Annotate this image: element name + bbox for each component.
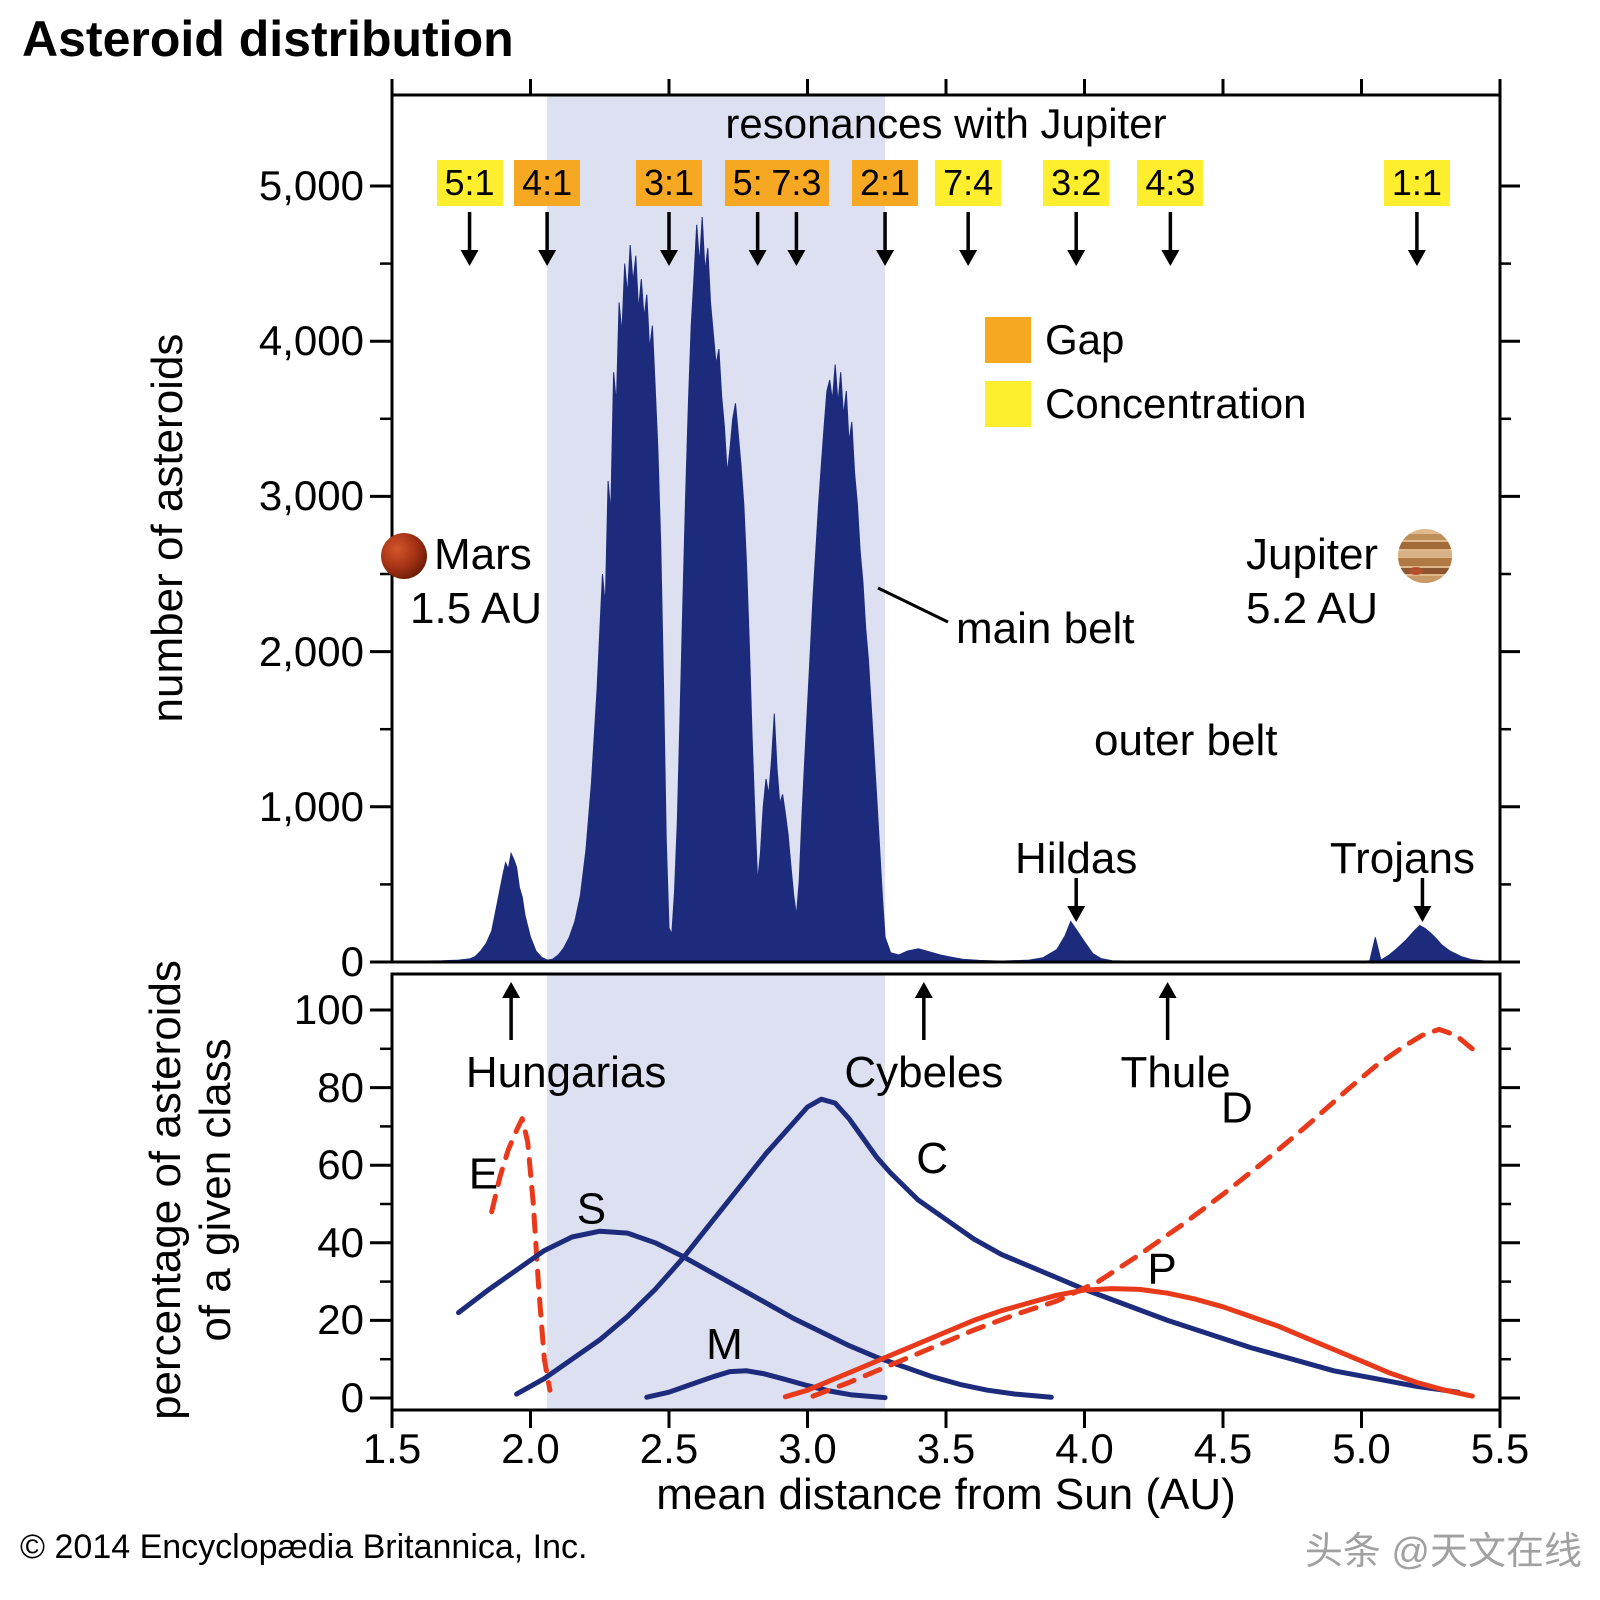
top-y-tick-1000: 1,000 [258,782,364,830]
legend-item-gap: Gap [985,316,1307,364]
cybeles-label: Cybeles [844,1048,1004,1097]
bottom-y-axis-title-line1: percentage of asteroids [141,960,190,1420]
top-y-axis-title: number of asteroids [143,333,192,723]
top-y-tick-4000: 4,000 [258,317,364,365]
x-tick-4.0: 4.0 [1055,1425,1114,1472]
bottom-y-tick-20: 20 [317,1296,364,1344]
bottom-y-tick-80: 80 [317,1063,364,1111]
x-tick-5.0: 5.0 [1332,1425,1391,1472]
top-y-tick-0: 0 [340,938,364,985]
resonance-label-4-3: 4:3 [1137,160,1204,206]
jupiter-band [1398,558,1452,566]
top-y-tick-3000: 3,000 [258,472,364,520]
resonance-arrow [660,250,678,266]
hungarias-arrow [502,982,521,998]
resonance-label-5-1: 5:1 [436,160,503,206]
class-curve-label-D: D [1221,1084,1253,1133]
bottom-y-tick-40: 40 [317,1218,364,1266]
resonance-label-3-1: 3:1 [635,160,703,206]
outer-belt-label: outer belt [1094,716,1278,765]
mars-icon [381,533,427,579]
resonance-arrow [959,250,978,266]
jupiter-band [1398,568,1452,574]
resonance-arrow [1407,250,1426,266]
thule-label: Thule [1120,1048,1231,1097]
gap-swatch-icon [985,317,1031,363]
copyright-notice: © 2014 Encyclopædia Britannica, Inc. [20,1528,588,1566]
figure-title: Asteroid distribution [22,11,514,67]
jupiter-band [1398,576,1452,583]
top-y-tick-2000: 2,000 [258,627,364,675]
x-tick-3.5: 3.5 [916,1425,976,1472]
class-curve-label-E: E [469,1149,498,1198]
class-curve-D [810,1026,1475,1399]
jupiter-band [1398,542,1452,549]
resonance-label-7-4: 7:4 [935,160,1002,206]
class-curve-P [782,1286,1475,1400]
watermark: 头条 @天文在线 [1304,1531,1582,1573]
bottom-y-tick-60: 60 [317,1141,364,1189]
x-axis-title: mean distance from Sun (AU) [656,1470,1236,1519]
mars-label: Mars [434,530,532,579]
main-belt-pointer [877,586,949,624]
class-curve-label-P: P [1147,1245,1176,1294]
hildas-label: Hildas [1015,834,1138,883]
x-tick-5.5: 5.5 [1470,1425,1530,1472]
trojans-label: Trojans [1329,834,1475,883]
asteroid-histogram [391,216,1501,963]
class-curve-C [514,1096,1461,1397]
resonance-arrow [460,250,479,266]
resonance-arrow [876,250,895,266]
class-curve-E [489,1116,553,1393]
resonance-arrow [1161,250,1180,266]
x-tick-3.0: 3.0 [778,1425,837,1472]
jupiter-label: Jupiter [1246,530,1379,579]
resonance-label-7-3: 7:3 [763,160,830,206]
top-y-tick-5000: 5,000 [258,162,364,209]
jupiter-band [1398,534,1452,540]
legend-gap-label: Gap [1045,316,1125,363]
trojans-arrow [1413,906,1432,922]
concentration-swatch-icon [985,381,1031,427]
resonance-label-4-1: 4:1 [514,160,581,206]
main-belt-label: main belt [956,604,1135,653]
resonance-arrow [748,250,767,266]
bottom-y-tick-100: 100 [293,986,364,1033]
legend-concentration-label: Concentration [1045,380,1307,427]
legend-item-concentration: Concentration [985,380,1307,428]
resonance-arrow [1067,250,1086,266]
jupiter-red-spot [1409,567,1423,575]
legend: Gap Concentration [985,316,1307,444]
class-curves [456,1026,1475,1401]
bottom-y-tick-0: 0 [340,1374,364,1421]
resonance-arrow [538,250,557,266]
resonance-title: resonances with Jupiter [725,100,1167,147]
jupiter-distance: 5.2 AU [1246,584,1379,633]
x-tick-1.5: 1.5 [362,1425,422,1472]
jupiter-band [1398,551,1452,557]
mars-distance: 1.5 AU [410,584,543,633]
hungarias-label: Hungarias [465,1048,667,1097]
class-curve-label-S: S [577,1184,606,1233]
x-tick-4.5: 4.5 [1193,1425,1253,1472]
x-tick-2.0: 2.0 [501,1425,560,1472]
resonance-label-2-1: 2:1 [852,160,919,206]
class-curve-label-C: C [916,1134,948,1183]
cybeles-arrow [914,982,933,998]
resonance-label-1-1: 1:1 [1383,160,1450,206]
x-tick-2.5: 2.5 [639,1425,699,1472]
jupiter-icon [1398,529,1452,583]
class-curve-label-M: M [706,1320,743,1369]
class-curve-S [456,1228,1054,1400]
thule-arrow [1158,982,1177,998]
class-curve-M [644,1368,888,1401]
hildas-arrow [1067,906,1086,922]
resonance-arrow [787,250,806,266]
resonance-label-3-2: 3:2 [1043,160,1110,206]
